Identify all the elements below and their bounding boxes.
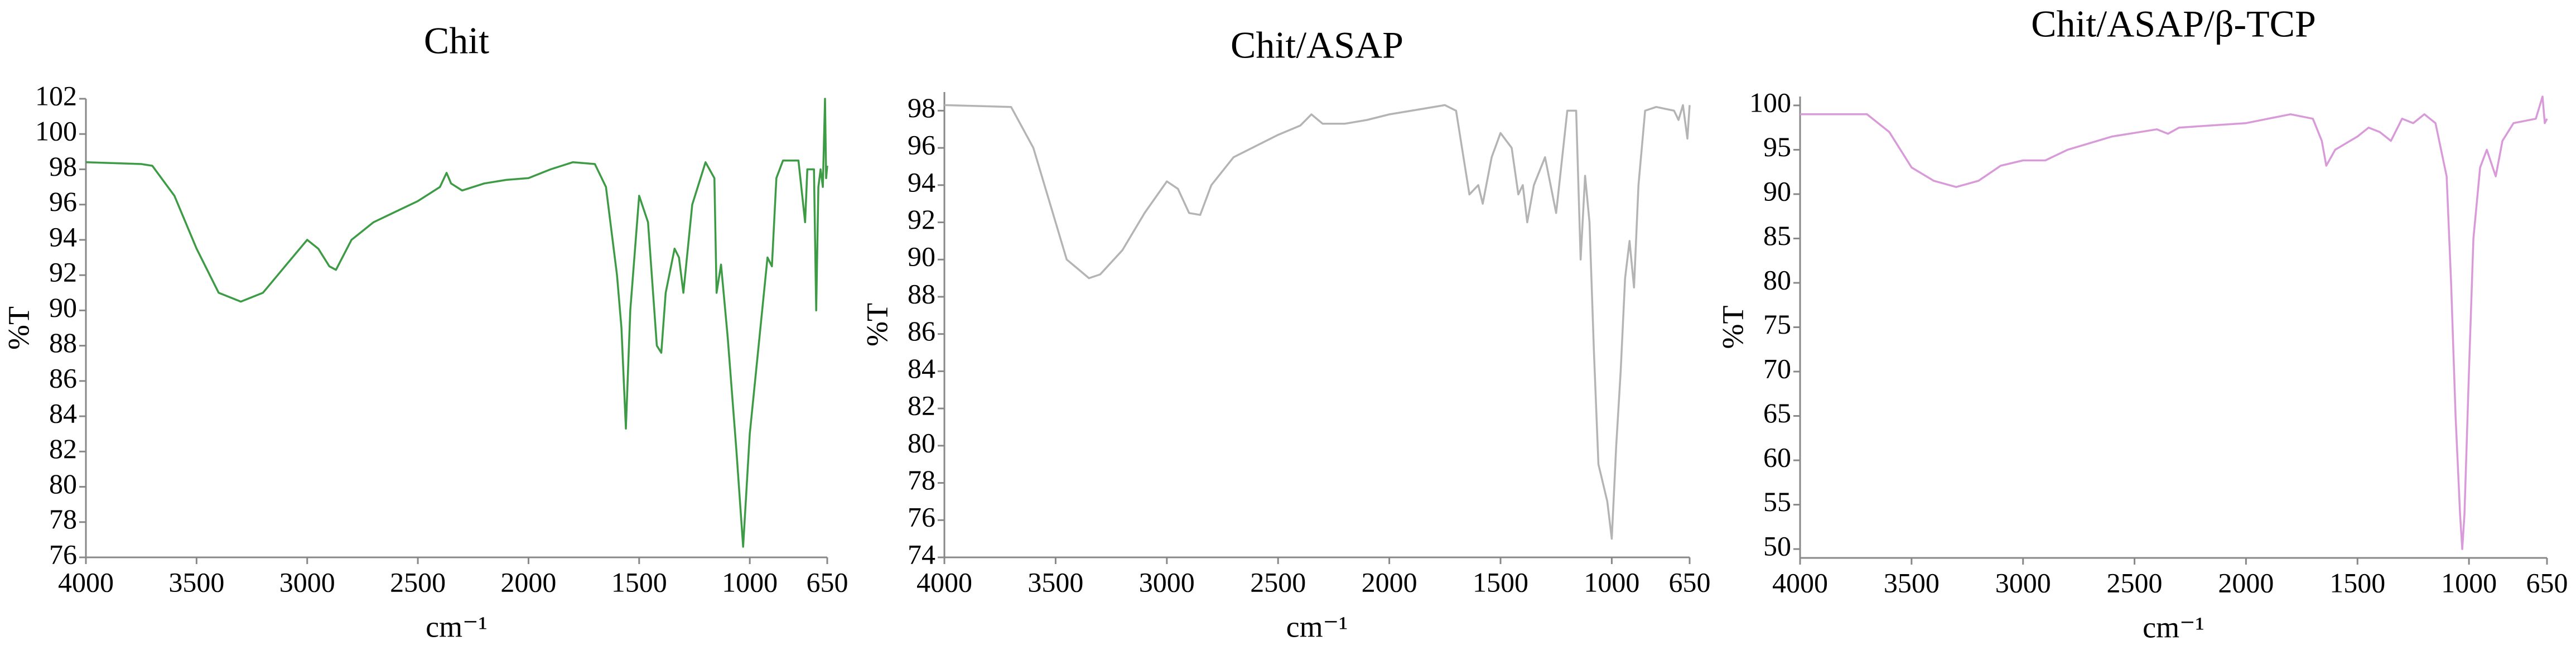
- y-axis-label: %T: [2, 306, 35, 350]
- y-tick-label: 50: [1763, 531, 1791, 562]
- y-tick-label: 80: [49, 468, 77, 499]
- x-tick-label: 4000: [1772, 567, 1828, 598]
- y-tick-label: 88: [49, 327, 77, 358]
- y-tick-label: 95: [1763, 131, 1791, 162]
- y-tick-label: 65: [1763, 397, 1791, 428]
- y-tick-label: 92: [49, 257, 77, 288]
- spectrum-line: [85, 98, 828, 548]
- y-tick-label: 80: [908, 427, 935, 458]
- y-tick-label: 100: [1749, 86, 1791, 118]
- y-tick-label: 92: [908, 204, 935, 235]
- y-tick-label: 84: [908, 353, 935, 384]
- y-tick-label: 96: [908, 129, 935, 161]
- y-tick-label: 70: [1763, 353, 1791, 384]
- x-tick-label: 2000: [1362, 566, 1417, 598]
- y-tick-label: 90: [1763, 175, 1791, 206]
- y-tick-label: 75: [1763, 309, 1791, 340]
- x-tick-label: 2500: [1250, 566, 1306, 598]
- y-tick-label: 74: [908, 538, 935, 570]
- x-tick-label: 2500: [390, 566, 446, 598]
- x-tick-label: 2000: [500, 566, 556, 598]
- y-tick-label: 55: [1763, 486, 1791, 517]
- spectrum-line: [944, 104, 1691, 540]
- y-tick-label: 82: [908, 390, 935, 421]
- y-tick-label: 102: [35, 80, 77, 111]
- y-tick-label: 86: [908, 315, 935, 346]
- y-axis-label: %T: [1716, 306, 1749, 349]
- y-tick-label: 90: [49, 292, 77, 323]
- x-tick-label: 1500: [611, 566, 667, 598]
- x-tick-label: 1500: [1473, 566, 1528, 598]
- x-axis-label: cm⁻¹: [426, 610, 488, 643]
- y-tick-label: 85: [1763, 220, 1791, 251]
- y-tick-label: 86: [49, 362, 77, 393]
- x-tick-label: 3500: [168, 566, 224, 598]
- chart-title: Chit/ASAP: [1231, 24, 1403, 66]
- x-tick-label: 1000: [2441, 567, 2497, 598]
- y-tick-label: 80: [1763, 264, 1791, 295]
- x-tick-label: 2000: [2218, 567, 2274, 598]
- spectrum-line: [1800, 95, 2548, 550]
- x-tick-label: 3500: [1884, 567, 1940, 598]
- x-tick-label: 3500: [1027, 566, 1083, 598]
- y-tick-label: 84: [49, 398, 77, 429]
- y-tick-label: 98: [49, 151, 77, 182]
- y-tick-label: 82: [49, 433, 77, 464]
- y-tick-label: 100: [35, 115, 77, 147]
- x-tick-label: 1000: [1584, 566, 1639, 598]
- y-tick-label: 98: [908, 92, 935, 123]
- x-tick-label: 650: [807, 566, 848, 598]
- y-axis-label: %T: [860, 303, 894, 346]
- y-tick-label: 78: [49, 503, 77, 534]
- x-tick-label: 3000: [1995, 567, 2051, 598]
- x-tick-label: 3000: [1139, 566, 1195, 598]
- x-tick-label: 1500: [2329, 567, 2385, 598]
- x-tick-label: 650: [2526, 567, 2568, 598]
- y-tick-label: 60: [1763, 442, 1791, 473]
- x-tick-label: 2500: [2107, 567, 2163, 598]
- x-axis-label: cm⁻¹: [1286, 610, 1348, 643]
- x-tick-label: 4000: [58, 566, 114, 598]
- x-tick-label: 1000: [722, 566, 778, 598]
- y-tick-label: 94: [908, 166, 935, 198]
- x-tick-label: 650: [1669, 566, 1711, 598]
- x-tick-label: 3000: [279, 566, 335, 598]
- x-axis-label: cm⁻¹: [2143, 610, 2204, 644]
- y-tick-label: 76: [49, 538, 77, 570]
- y-tick-label: 94: [49, 221, 77, 252]
- x-tick-label: 4000: [916, 566, 972, 598]
- chart-title: Chit: [424, 20, 489, 62]
- y-tick-label: 76: [908, 502, 935, 533]
- y-tick-label: 96: [49, 186, 77, 217]
- y-tick-label: 78: [908, 464, 935, 495]
- y-tick-label: 88: [908, 278, 935, 309]
- chart-title: Chit/ASAP/β-TCP: [2031, 3, 2316, 45]
- y-tick-label: 90: [908, 241, 935, 272]
